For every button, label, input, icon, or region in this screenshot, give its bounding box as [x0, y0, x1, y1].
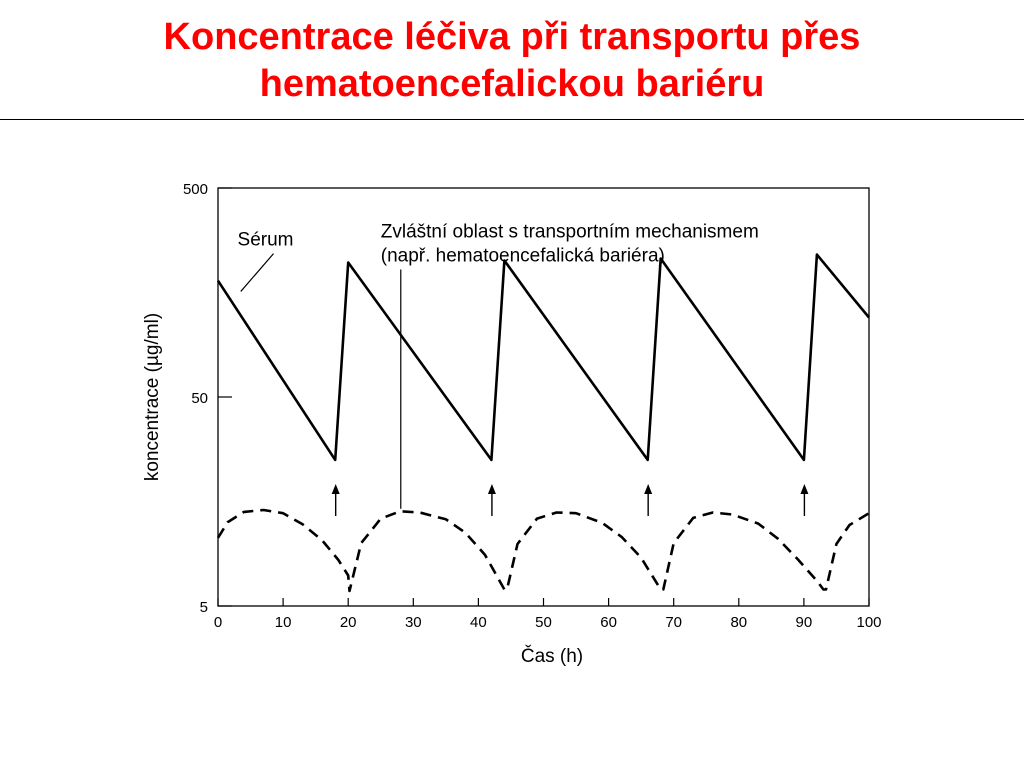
barrier-annotation-line-1: Zvláštní oblast s transportním mechanism…	[381, 221, 759, 242]
dose-arrow-head	[487, 484, 496, 494]
annotations-layer: Sérum Zvláštní oblast s transportním mec…	[238, 221, 759, 509]
x-tick-label: 80	[730, 614, 747, 631]
title-divider	[0, 119, 1024, 120]
barrier-annotation-line-2: (např. hematoencefalická bariéra)	[381, 245, 665, 266]
series-layer	[216, 253, 871, 593]
x-tick-label: 50	[535, 614, 552, 631]
dose-arrows	[331, 484, 809, 516]
y-tick-label: 5	[200, 599, 208, 616]
x-tick-label: 20	[340, 614, 357, 631]
dose-arrow-head	[331, 484, 340, 494]
x-tick-label: 100	[856, 614, 881, 631]
x-tick-label: 30	[405, 614, 422, 631]
dose-arrow-head	[800, 484, 809, 494]
serum-series-line	[216, 253, 871, 462]
y-tick-label: 500	[183, 181, 208, 198]
x-tick-label: 0	[214, 614, 222, 631]
x-tick-label: 60	[600, 614, 617, 631]
barrier-series-dashed-line	[216, 508, 870, 593]
slide-title-line-2: hematoencefalickou bariéru	[259, 63, 765, 105]
slide-title: Koncentrace léčiva při transportu přes h…	[0, 14, 1024, 108]
x-tick-label: 40	[470, 614, 487, 631]
y-axis-title: koncentrace (µg/ml)	[142, 313, 163, 481]
serum-annotation: Sérum	[238, 230, 294, 251]
x-tick-label: 70	[665, 614, 682, 631]
x-tick-label: 10	[275, 614, 292, 631]
y-tick-label: 50	[191, 390, 208, 407]
x-axis-title: Čas (h)	[521, 645, 583, 667]
slide-title-line-1: Koncentrace léčiva při transportu přes	[163, 16, 861, 58]
serum-pointer-line	[240, 253, 274, 292]
x-tick-label: 90	[796, 614, 813, 631]
axis-ticks: 0 10 20 30 40 50 60 70 80 90 100 5 50 500	[183, 181, 882, 631]
dose-arrow-head	[644, 484, 653, 494]
